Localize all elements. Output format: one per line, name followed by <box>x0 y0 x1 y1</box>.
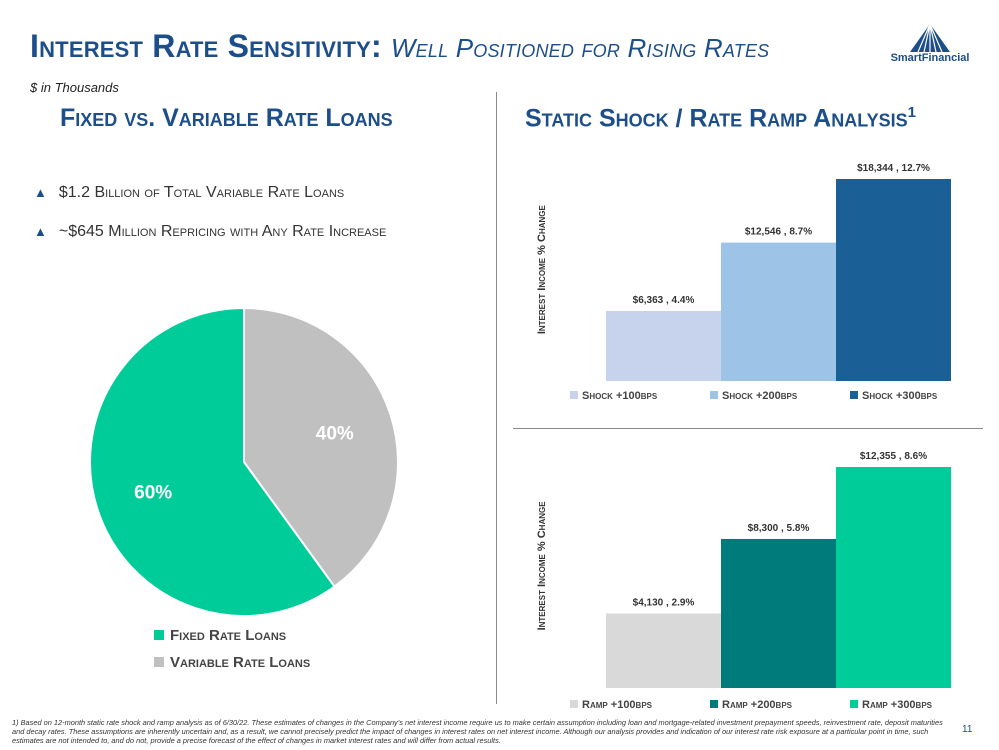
pie-slice-fixed <box>89 306 336 617</box>
pie-legend-item-variable: Variable Rate Loans <box>154 654 310 671</box>
bar <box>606 311 721 381</box>
bar-data-label: $4,130 , 2.9% <box>633 597 695 608</box>
bar-data-label: $18,344 , 12.7% <box>857 163 930 174</box>
legend-label: Variable Rate Loans <box>170 654 311 671</box>
footnote: 1) Based on 12-month static rate shock a… <box>12 718 943 745</box>
bar <box>721 538 836 688</box>
legend-swatch <box>710 700 718 708</box>
bar-data-label: $8,300 , 5.8% <box>748 523 810 534</box>
legend-swatch <box>154 657 164 667</box>
legend-swatch <box>570 391 578 399</box>
page-title: Interest Rate Sensitivity: Well Position… <box>30 28 769 65</box>
legend-swatch <box>850 700 858 708</box>
bar-data-label: $12,546 , 8.7% <box>745 227 812 238</box>
y-axis-label: Interest Income % Change <box>536 204 548 334</box>
vertical-divider <box>496 92 497 704</box>
legend-swatch <box>570 700 578 708</box>
triangle-bullet-icon: ▲ <box>34 185 47 200</box>
pie-slice-label: 40% <box>316 423 354 444</box>
y-axis-label: Interest Income % Change <box>536 501 548 631</box>
legend-label: Ramp +300bps <box>862 699 933 711</box>
legend-label: Shock +200bps <box>722 390 798 402</box>
ramp-bar-chart: Interest Income % Change $4,130 , 2.9% $8,… <box>536 451 951 711</box>
title-main: Interest Rate Sensitivity: <box>30 28 382 64</box>
legend-label: Shock +100bps <box>582 390 658 402</box>
logo-text: SmartFinancial <box>890 52 970 64</box>
shock-bar-chart: Interest Income % Change $6,363 , 4.4% $12… <box>536 163 951 402</box>
legend-label: Fixed Rate Loans <box>170 627 287 644</box>
triangle-bullet-icon: ▲ <box>34 224 47 239</box>
legend-label: Ramp +200bps <box>722 699 793 711</box>
bar <box>721 242 836 381</box>
bullet-text: $1.2 Billion of Total Variable Rate Loan… <box>58 184 345 201</box>
logo-pyramid-icon <box>910 23 950 53</box>
bar <box>606 613 721 688</box>
footnote-marker: 1 <box>907 104 916 121</box>
units-note: $ in Thousands <box>30 80 119 95</box>
bar <box>836 467 951 688</box>
pie-slice-label: 60% <box>134 483 172 504</box>
right-title-text: Static Shock / Rate Ramp Analysis <box>525 104 908 133</box>
legend-swatch <box>154 630 164 640</box>
bullet-text: ~$645 Million Repricing with Any Rate In… <box>58 223 387 240</box>
left-section-title: Fixed vs. Variable Rate Loans <box>60 104 393 132</box>
legend-swatch <box>850 391 858 399</box>
legend-label: Shock +300bps <box>862 390 938 402</box>
pie-slice-variable <box>243 306 399 588</box>
pie-chart: 40% 60% <box>89 306 399 617</box>
legend-label: Ramp +100bps <box>582 699 653 711</box>
bullet-item: ▲ $1.2 Billion of Total Variable Rate Loa… <box>34 184 344 202</box>
bar-data-label: $6,363 , 4.4% <box>633 295 695 306</box>
title-sub: Well Positioned for Rising Rates <box>390 33 770 63</box>
bullet-item: ▲ ~$645 Million Repricing with Any Rate I… <box>34 223 386 241</box>
page-number: 11 <box>962 724 973 735</box>
bar <box>836 179 951 381</box>
legend-swatch <box>710 391 718 399</box>
right-section-title: Static Shock / Rate Ramp Analysis1 <box>525 104 916 133</box>
company-logo: SmartFinancial <box>880 22 980 70</box>
horizontal-divider <box>513 428 983 429</box>
bar-data-label: $12,355 , 8.6% <box>860 451 927 462</box>
pie-legend-item-fixed: Fixed Rate Loans <box>154 627 286 644</box>
